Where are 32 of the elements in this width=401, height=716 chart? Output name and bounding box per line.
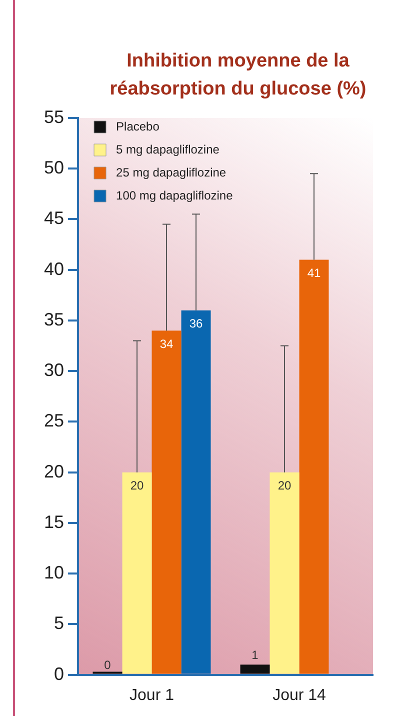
y-tick-label: 45 — [44, 208, 64, 228]
chart-title: Inhibition moyenne de la réabsorption du glucose (%) — [110, 50, 366, 100]
data-label: 20 — [130, 478, 144, 493]
x-tick-label: Jour 14 — [272, 686, 326, 704]
data-label: 34 — [160, 336, 174, 351]
x-tick-label: Jour 1 — [130, 686, 174, 704]
y-tick-label: 15 — [44, 512, 64, 532]
y-tick-label: 30 — [44, 360, 64, 380]
bar — [181, 310, 211, 674]
y-tick-label: 55 — [44, 106, 64, 127]
bar — [270, 472, 300, 674]
data-label: 0 — [104, 658, 112, 672]
bar — [299, 260, 329, 674]
data-label: 41 — [307, 266, 321, 280]
y-tick-label: 10 — [44, 562, 64, 583]
legend-label: Placebo — [116, 119, 160, 134]
legend-label: 5 mg dapagliflozine — [116, 142, 220, 156]
data-label: 36 — [189, 316, 204, 331]
data-label: 1 — [252, 648, 259, 662]
y-tick-label: 20 — [44, 461, 64, 482]
y-tick-label: 25 — [44, 410, 64, 431]
data-label: 20 — [278, 478, 292, 493]
y-tick-label: 35 — [44, 309, 64, 330]
y-tick-label: 0 — [54, 664, 64, 684]
y-tick-label: 40 — [44, 258, 64, 279]
bar — [152, 330, 182, 674]
legend-label: 25 mg dapagliflozine — [116, 165, 226, 180]
y-tick-label: 5 — [54, 613, 64, 634]
bar — [122, 472, 152, 674]
legend-label: 100 mg dapagliflozine — [116, 188, 234, 202]
y-tick-label: 50 — [44, 158, 64, 178]
bar — [240, 664, 270, 674]
